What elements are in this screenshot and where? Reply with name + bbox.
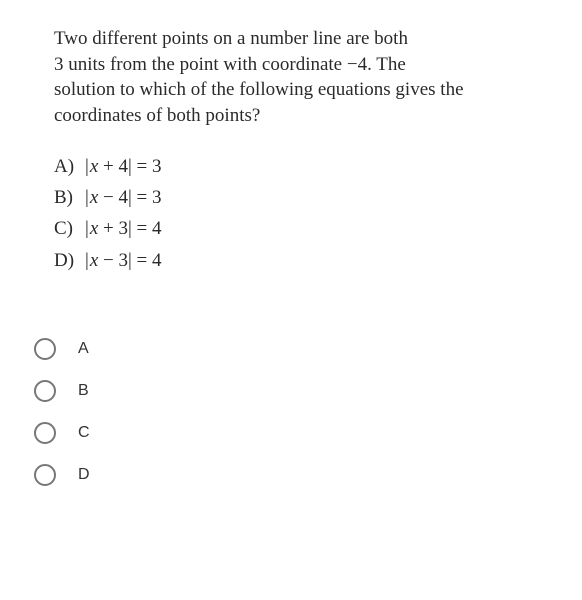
choice-label: B) bbox=[54, 182, 84, 213]
question-line-4: coordinates of both points? bbox=[54, 105, 260, 126]
radio-icon bbox=[34, 422, 56, 444]
answer-option-d[interactable]: D bbox=[34, 464, 582, 486]
var-x: x bbox=[90, 156, 98, 177]
choice-equation: |x − 4| = 3 bbox=[84, 182, 161, 213]
radio-icon bbox=[34, 338, 56, 360]
choice-b: B) |x − 4| = 3 bbox=[54, 182, 494, 213]
answer-letter: B bbox=[78, 382, 89, 400]
var-x: x bbox=[90, 250, 98, 271]
answer-option-b[interactable]: B bbox=[34, 380, 582, 402]
eq-rest: − 3| = 4 bbox=[98, 250, 161, 271]
choice-equation: |x + 4| = 3 bbox=[84, 151, 161, 182]
choice-d: D) |x − 3| = 4 bbox=[54, 245, 494, 276]
answer-letter: A bbox=[78, 340, 89, 358]
answer-option-a[interactable]: A bbox=[34, 338, 582, 360]
answer-letter: D bbox=[78, 466, 90, 484]
choices-block: A) |x + 4| = 3 B) |x − 4| = 3 C) |x + 3|… bbox=[54, 151, 494, 276]
question-line-2: 3 units from the point with coordinate −… bbox=[54, 54, 406, 75]
choice-equation: |x + 3| = 4 bbox=[84, 213, 161, 244]
radio-icon bbox=[34, 380, 56, 402]
eq-rest: + 3| = 4 bbox=[98, 218, 161, 239]
var-x: x bbox=[90, 187, 98, 208]
choice-label: C) bbox=[54, 213, 84, 244]
question-line-1: Two different points on a number line ar… bbox=[54, 28, 408, 49]
choice-equation: |x − 3| = 4 bbox=[84, 245, 161, 276]
radio-icon bbox=[34, 464, 56, 486]
choice-c: C) |x + 3| = 4 bbox=[54, 213, 494, 244]
question-text: Two different points on a number line ar… bbox=[54, 26, 494, 129]
eq-rest: − 4| = 3 bbox=[98, 187, 161, 208]
answer-option-c[interactable]: C bbox=[34, 422, 582, 444]
eq-rest: + 4| = 3 bbox=[98, 156, 161, 177]
question-line-3: solution to which of the following equat… bbox=[54, 79, 464, 100]
choice-a: A) |x + 4| = 3 bbox=[54, 151, 494, 182]
answer-letter: C bbox=[78, 424, 90, 442]
choice-label: A) bbox=[54, 151, 84, 182]
choice-label: D) bbox=[54, 245, 84, 276]
var-x: x bbox=[90, 218, 98, 239]
answer-options: A B C D bbox=[0, 338, 582, 486]
